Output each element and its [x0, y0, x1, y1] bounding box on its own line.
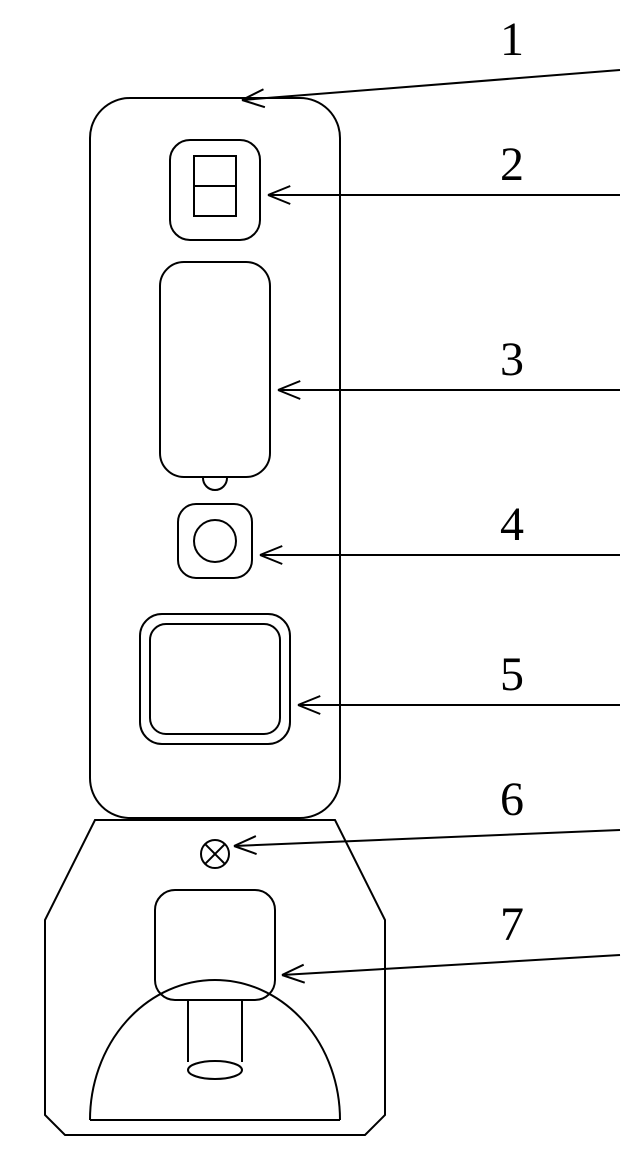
callout-arrow-4: [260, 546, 282, 555]
callout-leader-7: [282, 955, 620, 975]
callout-label-2: 2: [500, 138, 524, 191]
callout-label-6: 6: [500, 773, 524, 826]
screen-inner: [150, 624, 280, 734]
main-body: [90, 98, 340, 818]
callout-leader-1: [242, 70, 620, 100]
callout-arrow-6: [234, 846, 257, 854]
device-outline: [45, 98, 385, 1135]
callout-label-4: 4: [500, 498, 524, 551]
callout-arrow-3: [278, 381, 300, 390]
callout-arrow-5: [298, 705, 320, 714]
button-housing: [178, 504, 252, 578]
callout-arrow-1: [242, 100, 265, 107]
display-panel: [160, 262, 270, 477]
callout-label-3: 3: [500, 333, 524, 386]
callout-leader-6: [234, 830, 620, 846]
technical-diagram: 1 2 3 4 5 6 7: [0, 0, 640, 1160]
screen-outer: [140, 614, 290, 744]
callout-label-1: 1: [500, 13, 524, 66]
callout-arrow-5: [298, 696, 320, 705]
callout-arrow-3: [278, 390, 300, 399]
callout-arrow-2: [268, 195, 290, 204]
callout-label-7: 7: [500, 898, 524, 951]
callout-arrow-7: [282, 975, 305, 983]
button-circle: [194, 520, 236, 562]
callout-label-5: 5: [500, 648, 524, 701]
callout-arrow-4: [260, 555, 282, 564]
neck-opening: [188, 1061, 242, 1079]
callout-layer: 1 2 3 4 5 6 7: [234, 13, 620, 983]
panel-lower: [155, 890, 275, 1000]
display-notch: [203, 478, 227, 490]
callout-arrow-2: [268, 186, 290, 195]
